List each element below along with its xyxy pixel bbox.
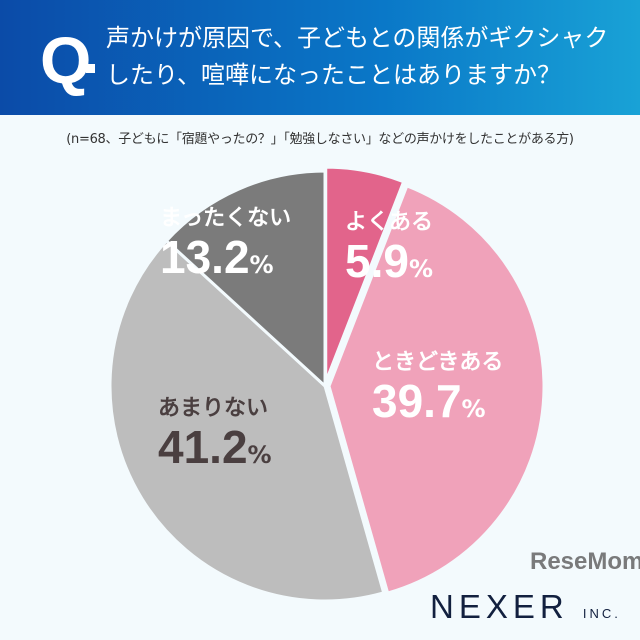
slice-unit: % bbox=[249, 251, 274, 279]
slice-value: 13.2 bbox=[160, 231, 250, 283]
slice-label: よくある 5.9% bbox=[345, 210, 434, 287]
pie-slice-2 bbox=[108, 238, 386, 603]
q-dot bbox=[86, 64, 95, 73]
logo-brand: NEXER bbox=[430, 588, 569, 625]
slice-unit: % bbox=[247, 441, 272, 469]
slice-category: まったくない bbox=[160, 206, 292, 231]
question-title: 声かけが原因で、子どもとの関係がギクシャク したり、喧嘩になったことはありますか… bbox=[106, 20, 608, 94]
resemom-watermark: ReseMom bbox=[530, 548, 640, 575]
slice-unit: % bbox=[461, 395, 486, 423]
slice-category: よくある bbox=[345, 210, 434, 235]
slice-value: 41.2 bbox=[158, 421, 248, 473]
pie-slice-3 bbox=[164, 169, 327, 390]
slice-label: あまりない 41.2% bbox=[158, 396, 272, 473]
q-mark: Q bbox=[40, 23, 92, 97]
slice-category: あまりない bbox=[158, 396, 269, 421]
slice-label: まったくない 13.2% bbox=[160, 206, 292, 283]
title-line-2: したり、喧嘩になったことはありますか？ bbox=[106, 61, 562, 89]
slice-category: ときどきある bbox=[372, 350, 504, 375]
pie-slice-0 bbox=[324, 165, 406, 383]
logo-suffix: INC. bbox=[582, 606, 621, 621]
slice-value: 39.7 bbox=[372, 375, 462, 427]
question-header: Q 声かけが原因で、子どもとの関係がギクシャク したり、喧嘩になったことはありま… bbox=[0, 0, 640, 115]
slice-label: ときどきある 39.7% bbox=[372, 350, 504, 427]
sample-note: (n=68、子どもに「宿題やったの？」「勉強しなさい」などの声かけをしたことがあ… bbox=[66, 132, 574, 147]
title-line-1: 声かけが原因で、子どもとの関係がギクシャク bbox=[106, 24, 609, 52]
slice-value: 5.9 bbox=[345, 235, 409, 287]
pie-slice-1 bbox=[327, 183, 546, 595]
slice-unit: % bbox=[408, 255, 433, 283]
nexer-logo: NEXER INC. bbox=[430, 588, 621, 626]
